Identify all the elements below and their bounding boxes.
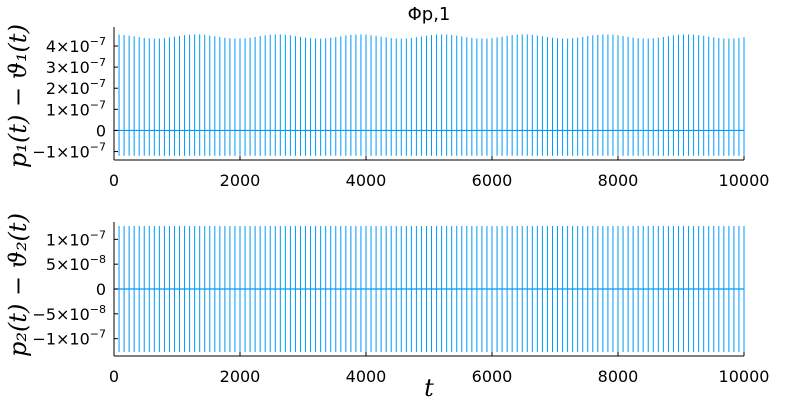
- x-tick-label: 2000: [220, 367, 261, 386]
- panel-2-y-ticks: −1×10−7 −5×10−8 0 5×10−8 1×10−7: [32, 228, 118, 349]
- y-tick-label: −1×10−7: [32, 141, 106, 162]
- x-tick-label: 2000: [220, 171, 261, 190]
- panel-1-series: [113, 34, 745, 156]
- x-tick-label: 6000: [472, 367, 513, 386]
- panel-2-x-ticks: 0 2000 4000 6000 8000 10000: [109, 352, 770, 386]
- x-tick-label: 8000: [598, 367, 639, 386]
- y-tick-label: 0: [96, 121, 106, 140]
- panel-1: Φp,1 −1×10−70 1×10−72×10−73×10−74×10−7 0 2…: [4, 4, 769, 190]
- y-tick-label: 3×10−7: [46, 56, 106, 77]
- y-tick-label: −5×10−8: [32, 303, 106, 324]
- y-tick-label: 5×10−8: [46, 253, 106, 274]
- x-tick-label: 4000: [346, 367, 387, 386]
- x-tick-label: 6000: [472, 171, 513, 190]
- panel-1-y-ticks: −1×10−70 1×10−72×10−73×10−74×10−7: [32, 35, 118, 162]
- x-tick-label: 0: [109, 367, 119, 386]
- x-tick-label: 8000: [598, 171, 639, 190]
- y-tick-label: 0: [96, 280, 106, 299]
- panel-1-title: Φp,1: [408, 4, 451, 25]
- y-tick-label: −1×10−7: [32, 328, 106, 349]
- panel-2-x-label: t: [424, 374, 434, 400]
- x-tick-label: 0: [109, 171, 119, 190]
- x-tick-label: 4000: [346, 171, 387, 190]
- panel-1-y-label: p₁(t) − ϑ₁(t): [4, 24, 32, 168]
- y-tick-label: 2×10−7: [46, 77, 106, 98]
- x-tick-label: 10000: [719, 171, 770, 190]
- panel-2: −1×10−7 −5×10−8 0 5×10−8 1×10−7 0 2000 4000 600…: [4, 213, 769, 400]
- y-tick-label: 1×10−7: [46, 228, 106, 249]
- x-tick-label: 10000: [719, 367, 770, 386]
- y-tick-label: 1×10−7: [46, 98, 106, 119]
- panel-1-x-ticks: 0 2000 4000 6000 8000 10000: [109, 156, 770, 190]
- y-tick-label: 4×10−7: [46, 35, 106, 56]
- panel-2-y-label: p₂(t) − ϑ₂(t): [4, 213, 32, 357]
